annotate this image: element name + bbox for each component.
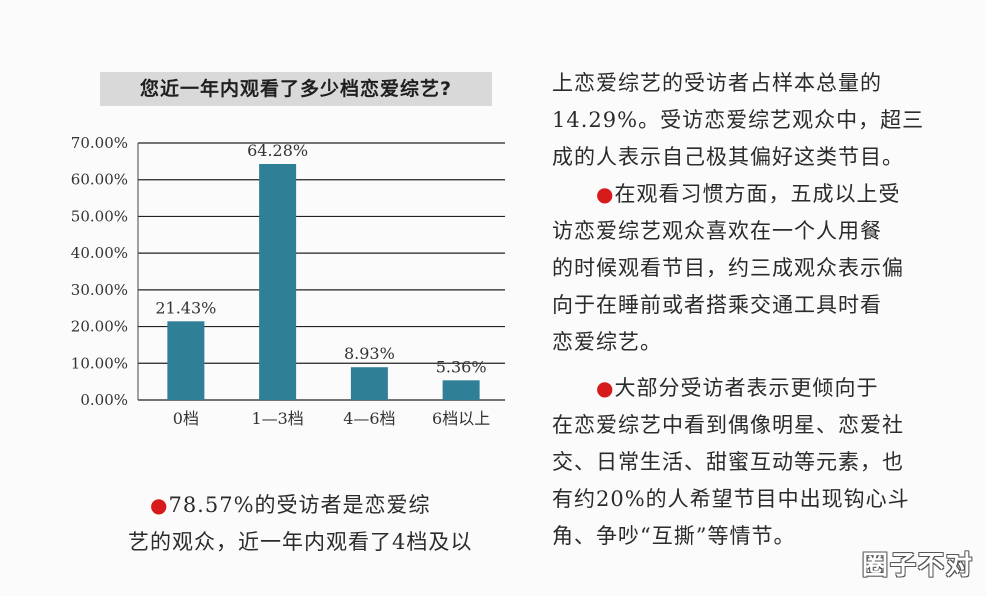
data-label: 64.28% xyxy=(247,141,308,160)
bullet-icon: ● xyxy=(150,493,169,517)
right-para2-line-3: 的时候观看节目，约三成观众表示偏 xyxy=(552,256,904,280)
category-label: 6档以上 xyxy=(432,409,490,428)
category-label: 1—3档 xyxy=(251,409,303,428)
right-para3-line-4: 有约20%的人希望节目中出现钩心斗 xyxy=(552,487,910,511)
bar xyxy=(350,367,388,400)
right-paragraph-1: 上恋爱综艺的受访者占样本总量的 14.29%。受访恋爱综艺观众中，超三 成的人表… xyxy=(552,65,924,176)
right-para3-line-2: 在恋爱综艺中看到偶像明星、恋爱社 xyxy=(552,413,904,437)
bullet-icon: ● xyxy=(596,376,615,400)
left-para-line-1: ●78.57%的受访者是恋爱综 xyxy=(150,487,472,524)
y-tick-label: 60.00% xyxy=(71,171,128,189)
chart-title: 您近一年内观看了多少档恋爱综艺? xyxy=(100,72,492,106)
right-para1-line-3: 成的人表示自己极其偏好这类节目。 xyxy=(552,145,904,169)
watermark: 圈子不对 xyxy=(861,551,974,581)
category-label: 4—6档 xyxy=(343,409,395,428)
right-para1-line-2: 14.29%。受访恋爱综艺观众中，超三 xyxy=(552,108,925,132)
data-label: 5.36% xyxy=(436,357,487,376)
left-paragraph: ●78.57%的受访者是恋爱综 艺的观众，近一年内观看了4档及以 xyxy=(128,487,472,561)
right-para2-line-1: ●在观看习惯方面，五成以上受 xyxy=(596,176,904,213)
right-para2-line-2: 访恋爱综艺观众喜欢在一个人用餐 xyxy=(552,219,882,243)
y-tick-label: 0.00% xyxy=(80,391,128,409)
right-para3-line-3: 交、日常生活、甜蜜互动等元素，也 xyxy=(552,450,904,474)
left-para-line-1-text: 78.57%的受访者是恋爱综 xyxy=(168,493,431,517)
right-paragraph-2: ●在观看习惯方面，五成以上受 访恋爱综艺观众喜欢在一个人用餐 的时候观看节目，约… xyxy=(552,176,904,361)
right-para2-line-5: 恋爱综艺。 xyxy=(552,330,662,354)
y-tick-label: 50.00% xyxy=(71,207,128,225)
right-para1-line-1: 上恋爱综艺的受访者占样本总量的 xyxy=(552,71,882,95)
category-label: 0档 xyxy=(173,409,199,428)
bar xyxy=(259,164,297,400)
left-para-line-2: 艺的观众，近一年内观看了4档及以 xyxy=(128,530,473,554)
right-para2-line-4: 向于在睡前或者搭乘交通工具时看 xyxy=(552,293,882,317)
right-para3-line-1-text: 大部分受访者表示更倾向于 xyxy=(614,376,879,400)
right-para3-line-5: 角、争吵“互撕”等情节。 xyxy=(552,524,796,548)
y-tick-label: 20.00% xyxy=(71,318,128,336)
bar xyxy=(167,321,205,400)
y-tick-label: 30.00% xyxy=(71,281,128,299)
data-label: 8.93% xyxy=(344,344,395,363)
right-para3-line-1: ●大部分受访者表示更倾向于 xyxy=(596,370,910,407)
data-label: 21.43% xyxy=(155,298,216,317)
y-tick-label: 10.00% xyxy=(71,354,128,372)
right-para2-line-1-text: 在观看习惯方面，五成以上受 xyxy=(614,182,901,206)
bullet-icon: ● xyxy=(596,182,615,206)
y-tick-label: 40.00% xyxy=(71,244,128,262)
bar xyxy=(442,380,480,400)
y-tick-label: 70.00% xyxy=(71,134,128,152)
right-paragraph-3: ●大部分受访者表示更倾向于 在恋爱综艺中看到偶像明星、恋爱社 交、日常生活、甜蜜… xyxy=(552,370,910,555)
